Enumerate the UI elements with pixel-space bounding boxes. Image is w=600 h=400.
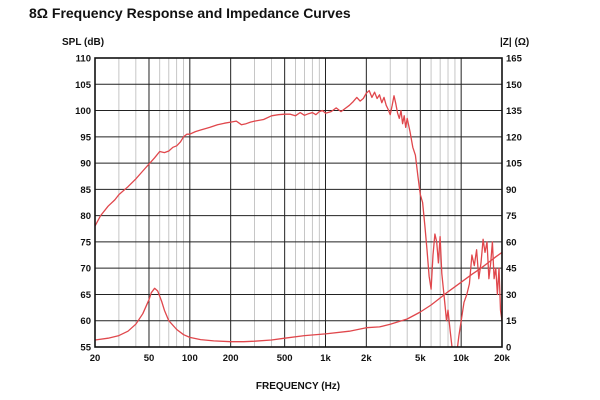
x-tick-label: 200 — [223, 353, 239, 364]
y-tick-label-right: 150 — [506, 80, 522, 91]
y-tick-label-right: 45 — [506, 264, 517, 275]
x-tick-label: 50 — [144, 353, 155, 364]
y-tick-label-left: 90 — [80, 159, 91, 170]
y-tick-label-left: 60 — [80, 316, 91, 327]
y-tick-label-left: 105 — [75, 80, 92, 91]
y-tick-label-left: 65 — [80, 290, 91, 301]
y-tick-label-right: 165 — [506, 54, 523, 65]
y-tick-labels-left: 110 105 100 95 90 85 80 75 70 65 60 55 — [75, 54, 92, 354]
x-tick-label: 2k — [361, 353, 372, 364]
x-tick-label: 100 — [182, 353, 198, 364]
chart-title: 8Ω Frequency Response and Impedance Curv… — [29, 5, 351, 21]
plot-frame — [94, 57, 503, 348]
y-axis-label-right: |Z| (Ω) — [500, 37, 529, 48]
y-tick-label-right: 30 — [506, 290, 517, 301]
y-tick-label-right: 90 — [506, 185, 517, 196]
y-tick-label-right: 15 — [506, 316, 517, 327]
spl-curve — [95, 89, 502, 347]
x-axis-label: FREQUENCY (Hz) — [256, 381, 340, 392]
y-tick-label-right: 75 — [506, 211, 517, 222]
grid — [95, 58, 502, 347]
x-tick-label: 20 — [90, 353, 101, 364]
y-tick-label-left: 55 — [80, 343, 91, 354]
series-layer — [95, 89, 502, 347]
y-tick-label-right: 0 — [506, 343, 511, 354]
y-tick-label-left: 95 — [80, 132, 91, 143]
x-tick-label: 10k — [453, 353, 470, 364]
y-tick-label-right: 120 — [506, 132, 522, 143]
x-tick-label: 5k — [415, 353, 426, 364]
y-tick-label-left: 85 — [80, 185, 91, 196]
y-tick-label-left: 70 — [80, 264, 91, 275]
y-tick-label-right: 135 — [506, 106, 523, 117]
y-tick-label-left: 75 — [80, 237, 91, 248]
y-tick-label-left: 80 — [80, 211, 91, 222]
y-tick-label-left: 100 — [75, 106, 91, 117]
y-tick-label-left: 110 — [76, 54, 91, 65]
x-tick-labels: 20 50 100 200 500 1k 2k 5k 10k 20k — [90, 353, 511, 364]
impedance-curve — [95, 251, 502, 343]
x-tick-label: 1k — [320, 353, 331, 364]
y-axis-label-left: SPL (dB) — [62, 37, 104, 48]
y-tick-label-right: 60 — [506, 237, 517, 248]
x-tick-label: 20k — [494, 353, 511, 364]
x-tick-label: 500 — [277, 353, 293, 364]
y-tick-label-right: 105 — [506, 159, 523, 170]
